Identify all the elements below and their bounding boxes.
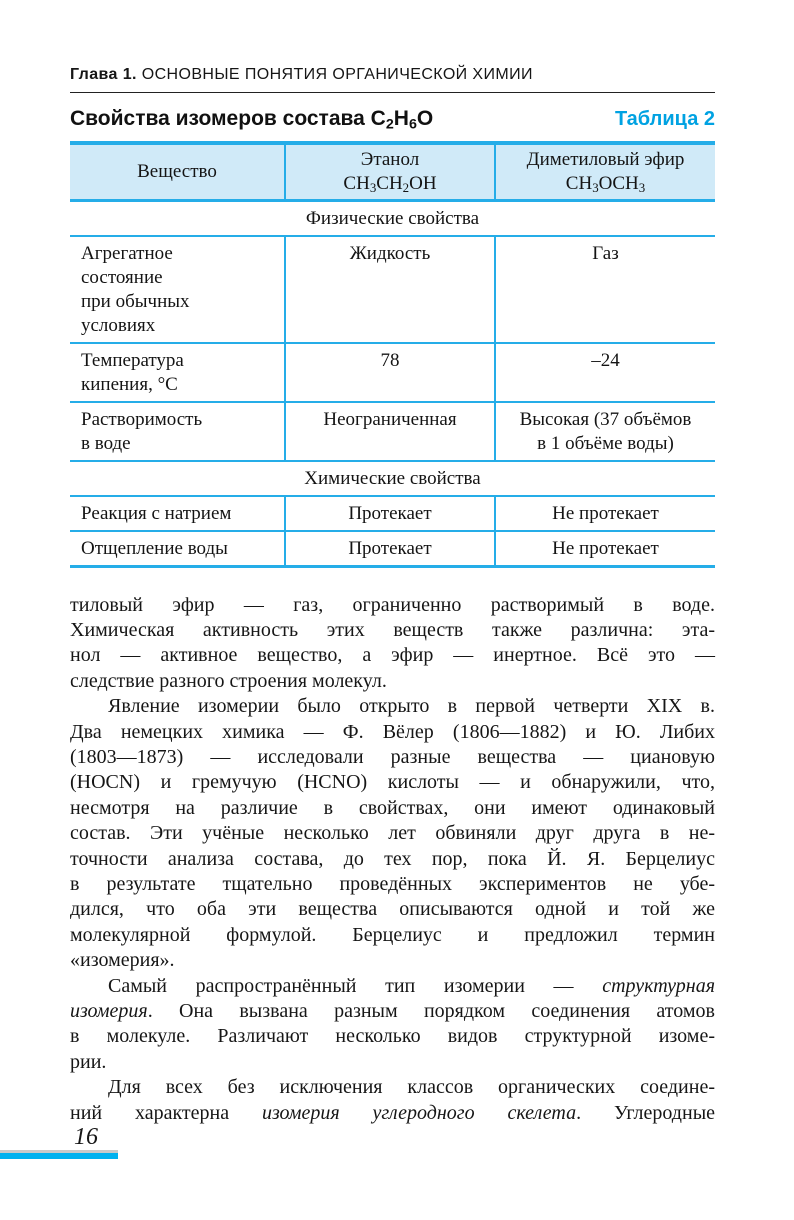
ethanol-value-cell: Протекает (284, 495, 495, 531)
section-header: Физические свойства (305, 207, 480, 229)
ethanol-value-cell: Жидкость (284, 235, 495, 343)
text-line: (1803—1873) — исследовали разные веществ… (70, 745, 715, 768)
ethanol-value-cell: 78 (284, 342, 495, 402)
section-header: Химические свойства (304, 467, 481, 489)
table-rows: Физические свойства Агрегатное состояние пр… (70, 201, 715, 566)
property-cell: Реакция с натрием (81, 502, 232, 524)
ether-value-cell: –24 (494, 342, 715, 402)
property-cell: Температура кипения, °С (81, 349, 184, 395)
table-row: Температура кипения, °С 78 –24 (70, 342, 715, 402)
ether-value-cell: Газ (494, 235, 715, 343)
chapter-header: Глава 1. ОСНОВНЫЕ ПОНЯТИЯ ОРГАНИЧЕСКОЙ Х… (70, 66, 715, 93)
table-row: Реакция с натрием Протекает Не протекает (70, 495, 715, 531)
table-section-row: Физические свойства (70, 201, 715, 236)
table-row: Растворимость в воде Неограниченная Высокая… (70, 401, 715, 461)
property-cell: Агрегатное состояние при обычных условиях (81, 242, 190, 336)
text-line: в молекуле. Различают несколько видов ст… (70, 1025, 715, 1048)
paragraph: Самый распространённый тип изомерии — ст… (70, 974, 715, 1076)
table-title-row: Свойства изомеров состава C2H6O Таблица … (70, 107, 715, 133)
text-line: состав. Эти учёные несколько лет обвинял… (70, 822, 715, 845)
table-row: Агрегатное состояние при обычных условиях Жи… (70, 235, 715, 343)
ether-value-cell: Высокая (37 объёмов в 1 объёме воды) (494, 401, 715, 461)
col-header-ethanol: Этанол CH3CH2OH (284, 143, 495, 202)
chapter-title-text: ОСНОВНЫЕ ПОНЯТИЯ ОРГАНИЧЕСКОЙ ХИМИИ (141, 66, 533, 83)
footer-gray-line (0, 1150, 118, 1153)
table-title: Свойства изомеров состава C2H6O (70, 107, 434, 133)
col-header-substance: Вещество (70, 143, 285, 202)
text-line: (HOCN) и гремучую (HCNO) кислоты — и обн… (70, 771, 715, 794)
table-label: Таблица 2 (614, 108, 715, 130)
text-line: Два немецких химика — Ф. Вёлер (1806—188… (70, 720, 715, 743)
body-text: тиловый эфир — газ, ограниченно раствори… (70, 593, 715, 1127)
text-line: Явление изомерии было открыто в первой ч… (108, 695, 715, 718)
isomer-properties-table: Вещество Этанол CH3CH2OH Диметиловый эфир… (70, 141, 715, 568)
text-line: Химическая активность этих веществ также… (70, 618, 715, 641)
text-line: Для всех без исключения классов органиче… (108, 1076, 715, 1099)
text-line: следствие разного строения молекул. (70, 669, 387, 692)
ethanol-value-cell: Неограниченная (284, 401, 495, 461)
text-line: изомерия. Она вызвана разным порядком со… (70, 1000, 715, 1022)
table-section-row: Химические свойства (70, 461, 715, 496)
text-line: ний характерна изомерия углеродного скел… (70, 1101, 716, 1124)
paragraph: тиловый эфир — газ, ограниченно раствори… (70, 593, 715, 695)
text-line: дился, что оба эти вещества описываются … (70, 898, 715, 921)
footer-accent-bar (0, 1153, 118, 1159)
text-line: рии. (70, 1050, 107, 1073)
property-cell: Отщепление воды (81, 537, 228, 559)
page-content: Глава 1. ОСНОВНЫЕ ПОНЯТИЯ ОРГАНИЧЕСКОЙ Х… (70, 66, 715, 1126)
page-number: 16 (74, 1124, 98, 1150)
col-header-ether: Диметиловый эфир CH3OCH3 (494, 143, 715, 202)
chapter-number: Глава 1. (70, 66, 137, 83)
text-line: молекулярной формулой. Берцелиус и предл… (70, 923, 715, 946)
text-line: тиловый эфир — газ, ограниченно раствори… (70, 593, 715, 616)
table-header-row: Вещество Этанол CH3CH2OH Диметиловый эфир… (70, 143, 715, 202)
text-line: точности анализа состава, до тех пор, по… (70, 847, 715, 870)
ether-value-cell: Не протекает (494, 530, 715, 566)
text-line: несмотря на различие в свойствах, они им… (70, 796, 715, 819)
text-line: в результате тщательно проведённых экспе… (70, 872, 715, 895)
paragraph: Для всех без исключения классов органиче… (70, 1075, 715, 1126)
text-line: нол — активное вещество, а эфир — инертн… (70, 644, 715, 667)
ether-value-cell: Не протекает (494, 495, 715, 531)
ethanol-value-cell: Протекает (284, 530, 495, 566)
paragraph: Явление изомерии было открыто в первой ч… (70, 694, 715, 973)
table-row: Отщепление воды Протекает Не протекает (70, 530, 715, 566)
text-line: «изомерия». (70, 949, 175, 972)
text-line: Самый распространённый тип изомерии — ст… (108, 974, 715, 997)
property-cell: Растворимость в воде (81, 408, 203, 454)
